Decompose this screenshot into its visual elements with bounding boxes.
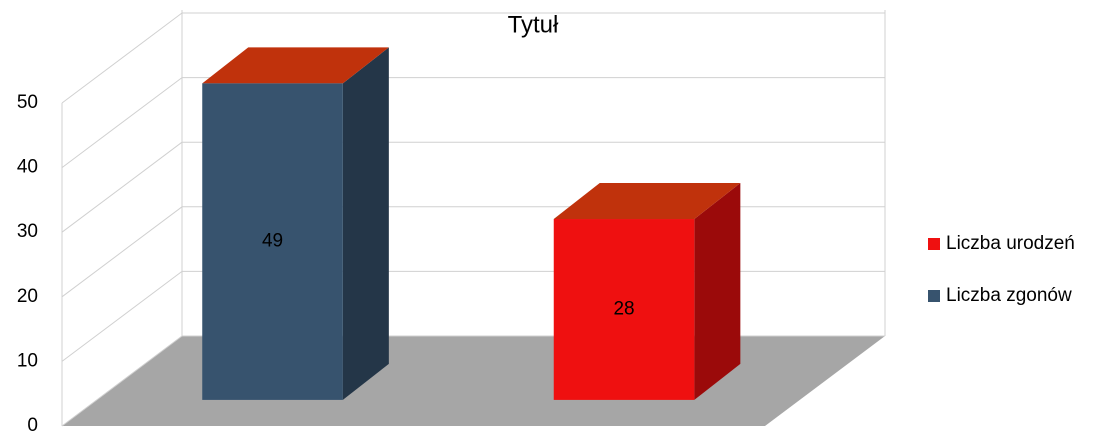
- bar-top: [553, 183, 741, 220]
- data-label: 49: [262, 231, 283, 252]
- floor: [62, 336, 885, 426]
- bar: [202, 83, 343, 400]
- grid-line: [61, 12, 183, 104]
- grid-line: [61, 335, 183, 427]
- bar-side: [694, 183, 741, 400]
- y-tick-label: 50: [17, 92, 38, 113]
- y-tick-label: 40: [17, 157, 38, 178]
- grid-line: [61, 270, 183, 362]
- chart-title: Tytuł: [508, 11, 559, 38]
- legend-label: Liczba urodzeń: [946, 233, 1075, 254]
- legend-label: Liczba zgonów: [946, 285, 1072, 306]
- grid-line: [61, 206, 183, 298]
- data-label: 28: [613, 298, 634, 319]
- y-tick-label: 20: [17, 286, 38, 307]
- y-tick-label: 0: [27, 415, 38, 436]
- y-tick-label: 10: [17, 350, 38, 371]
- legend-swatch: [928, 238, 940, 250]
- grid-line: [61, 77, 183, 169]
- y-tick-label: 30: [17, 221, 38, 242]
- bar: [553, 219, 695, 400]
- legend-swatch: [928, 290, 940, 302]
- grid-line: [61, 141, 183, 233]
- bar-top: [202, 47, 389, 84]
- bar-side: [342, 47, 389, 400]
